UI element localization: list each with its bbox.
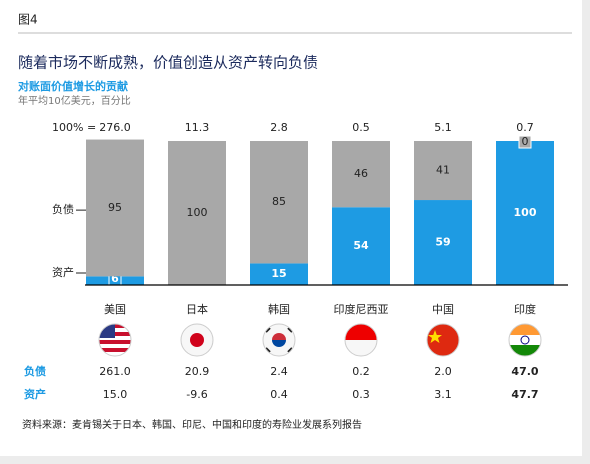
flag-japan <box>181 324 213 356</box>
bar-segment <box>496 141 554 285</box>
value-label: 0 <box>522 135 529 148</box>
table-cell: 2.4 <box>270 365 288 378</box>
bar-segment <box>86 139 144 277</box>
flag-us <box>99 324 131 356</box>
row-label: 负债 <box>24 364 46 378</box>
table-cell: 261.0 <box>99 365 131 378</box>
series-label: 资产 <box>52 265 74 279</box>
bar-segment <box>332 141 390 208</box>
category-label: 印度尼西亚 <box>334 302 389 316</box>
total-label: 100% = <box>52 121 96 134</box>
value-label: 46 <box>354 167 368 180</box>
flag-indonesia <box>345 324 377 356</box>
row-label: 资产 <box>24 387 46 401</box>
flag-india <box>509 324 541 356</box>
table-cell: -9.6 <box>186 388 207 401</box>
table-cell: 47.7 <box>511 388 538 401</box>
total-value: 5.1 <box>434 121 452 134</box>
flag-china <box>427 324 459 356</box>
table-cell: 20.9 <box>185 365 210 378</box>
table-cell: 2.0 <box>434 365 452 378</box>
category-label: 韩国 <box>268 302 290 316</box>
total-value: 0.5 <box>352 121 370 134</box>
total-value: 0.7 <box>516 121 534 134</box>
bar-segment <box>332 207 390 285</box>
value-label: 54 <box>353 239 369 252</box>
value-label-box <box>518 135 532 149</box>
category-label: 中国 <box>432 303 454 316</box>
flag-korea <box>263 324 295 356</box>
total-value: 2.8 <box>270 121 288 134</box>
chart-title: 随着市场不断成熟，价值创造从资产转向负债 <box>18 54 318 72</box>
value-label: 41 <box>436 164 450 177</box>
bar-segment <box>414 141 472 201</box>
value-label: 6 <box>111 272 119 285</box>
subtitle: 对账面价值增长的贡献 <box>18 79 128 93</box>
category-label: 日本 <box>186 302 208 316</box>
series-label: 负债 <box>52 202 74 216</box>
table-cell: 15.0 <box>103 388 128 401</box>
value-label: 15 <box>271 267 286 280</box>
figure-label: 图4 <box>18 13 38 27</box>
value-label: 95 <box>108 201 122 214</box>
category-label: 印度 <box>514 302 536 316</box>
bar-segment <box>250 141 308 264</box>
bar-segment <box>250 263 308 285</box>
flag-rims <box>98 323 542 357</box>
table-cell: 0.3 <box>352 388 370 401</box>
table-cell: 0.2 <box>352 365 370 378</box>
bar-segment <box>414 200 472 285</box>
value-label: 59 <box>435 236 450 249</box>
unit-note: 年平均10亿美元，百分比 <box>18 94 131 107</box>
source: 资料来源：麦肯锡关于日本、韩国、印尼、中国和印度的寿险业发展系列报告 <box>22 418 362 431</box>
value-label: 100 <box>514 206 537 219</box>
table-cell: 3.1 <box>434 388 452 401</box>
table-cell: 0.4 <box>270 388 288 401</box>
total-value: 276.0 <box>99 121 131 134</box>
bar-segment <box>168 141 226 285</box>
category-label: 美国 <box>104 303 126 316</box>
total-value: 11.3 <box>185 121 210 134</box>
value-label: 100 <box>187 206 208 219</box>
value-label: 85 <box>272 195 286 208</box>
table-cell: 47.0 <box>511 365 538 378</box>
